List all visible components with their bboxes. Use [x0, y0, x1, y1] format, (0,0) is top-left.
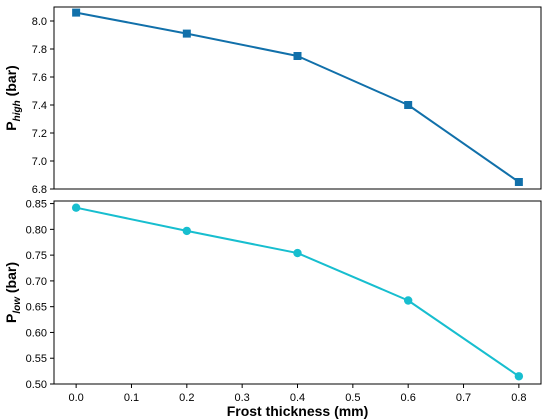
- top-data-point: [404, 101, 413, 109]
- top-ytick-label: 7.2: [32, 128, 47, 140]
- bottom-ytick-label: 0.60: [26, 327, 47, 339]
- bottom-ytick-label: 0.80: [26, 224, 47, 236]
- bottom-y-axis-label: Plow (bar): [3, 262, 23, 323]
- bottom-ytick-label: 0.65: [26, 302, 47, 314]
- bottom-ytick-label: 0.75: [26, 250, 47, 262]
- bottom-data-point: [71, 203, 81, 212]
- bottom-data-point: [403, 296, 413, 305]
- bottom-ytick-label: 0.70: [26, 276, 47, 288]
- bottom-xtick-label: 0.3: [235, 392, 250, 404]
- bottom-xtick-label: 0.4: [290, 392, 305, 404]
- top-y-axis-label: Phigh (bar): [3, 65, 23, 130]
- bottom-ytick-label: 0.50: [26, 379, 47, 391]
- bottom-plot-frame: [53, 200, 542, 385]
- bottom-series-line: [75, 206, 520, 378]
- bottom-x-axis-label: Frost thickness (mm): [227, 403, 369, 419]
- top-ytick-label: 8.0: [32, 16, 47, 28]
- top-ytick-label: 7.4: [32, 100, 47, 112]
- bottom-ytick-label: 0.85: [26, 199, 47, 211]
- top-ytick-label: 7.8: [32, 44, 47, 56]
- bottom-xtick-label: 0.0: [68, 392, 83, 404]
- top-series-line: [75, 11, 520, 183]
- bottom-data-point: [293, 248, 302, 258]
- top-panel-pressure-high: 6.8 7.0 7.2 7.4 7.6 7.8 8.0 Phigh (bar): [3, 6, 542, 196]
- bottom-panel-pressure-low: 0.50 0.55 0.60 0.65 0.70 0.75 0.80 0.85 0.0 0.1 0.…: [3, 199, 542, 419]
- bottom-data-point: [514, 372, 524, 381]
- top-data-point: [72, 8, 81, 17]
- bottom-xtick-label: 0.8: [511, 392, 526, 404]
- top-data-point: [514, 178, 523, 186]
- top-data-point: [293, 52, 302, 60]
- top-data-point: [182, 29, 191, 38]
- bottom-xtick-label: 0.1: [124, 392, 139, 404]
- bottom-xtick-label: 0.5: [345, 392, 360, 404]
- bottom-xtick-label: 0.7: [456, 392, 471, 404]
- bottom-xtick-label: 0.2: [179, 392, 194, 404]
- top-plot-frame: [53, 6, 542, 190]
- top-ytick-label: 6.8: [32, 184, 47, 196]
- top-ytick-label: 7.6: [32, 72, 47, 84]
- bottom-data-point: [182, 226, 192, 236]
- bottom-xtick-label: 0.6: [401, 392, 416, 404]
- top-ytick-label: 7.0: [32, 156, 47, 168]
- bottom-ytick-label: 0.55: [26, 353, 47, 365]
